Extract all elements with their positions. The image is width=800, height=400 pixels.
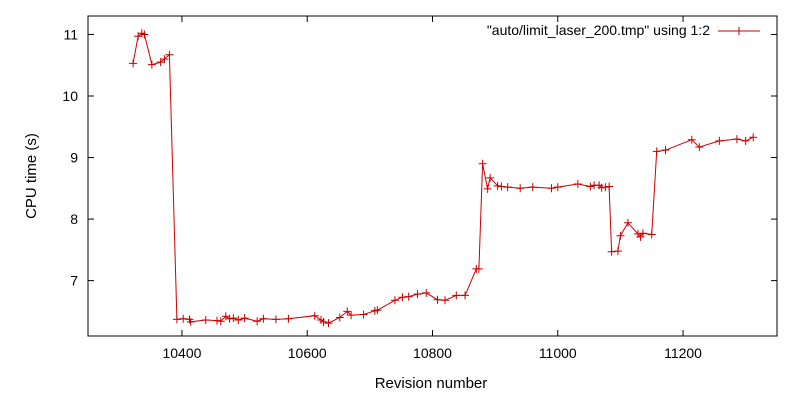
data-point — [741, 136, 750, 145]
data-point — [553, 183, 562, 192]
data-point — [229, 314, 238, 323]
legend: "auto/limit_laser_200.tmp" using 1:2 — [487, 22, 760, 38]
data-point — [319, 317, 328, 326]
data-point — [234, 316, 243, 324]
data-point — [597, 183, 606, 192]
data-point — [749, 133, 758, 142]
data-point — [483, 184, 492, 193]
data-point — [478, 159, 487, 168]
y-tick-label: 8 — [70, 211, 78, 227]
data-point — [715, 136, 724, 145]
data-point — [271, 315, 280, 324]
data-point — [284, 314, 293, 323]
data-point — [140, 30, 149, 39]
x-tick-label: 10400 — [162, 345, 201, 361]
data-point — [240, 314, 249, 323]
data-point — [613, 247, 622, 256]
data-point — [172, 315, 181, 324]
data-point — [586, 182, 595, 191]
data-point — [165, 50, 174, 59]
data-point — [493, 181, 502, 190]
data-point — [638, 229, 647, 238]
data-point — [607, 247, 616, 256]
data-point — [486, 173, 495, 182]
data-point — [413, 290, 422, 299]
y-tick-label: 9 — [70, 150, 78, 166]
data-point — [390, 296, 399, 305]
data-point — [623, 218, 632, 227]
data-point — [259, 314, 268, 323]
data-point — [225, 314, 234, 323]
x-tick-label: 10600 — [288, 345, 327, 361]
data-point — [573, 180, 582, 188]
data-point — [605, 182, 614, 191]
y-tick-label: 11 — [63, 26, 78, 42]
series-line — [132, 32, 754, 324]
y-tick-label: 7 — [70, 273, 78, 289]
data-point — [253, 317, 262, 326]
data-point — [404, 292, 413, 301]
data-point — [201, 316, 210, 324]
data-point — [160, 55, 169, 64]
data-point — [516, 184, 525, 193]
plot-frame — [87, 15, 778, 337]
data-point — [695, 143, 704, 152]
data-point — [422, 288, 431, 297]
data-point — [324, 319, 333, 328]
data-point — [474, 264, 483, 273]
data-point — [601, 183, 610, 192]
data-point — [547, 184, 556, 193]
data-point — [373, 306, 382, 315]
y-tick-label: 10 — [62, 88, 78, 104]
data-point — [343, 307, 352, 316]
x-axis-title: Revision number — [375, 375, 488, 392]
data-point — [213, 316, 222, 325]
data-point — [129, 59, 138, 68]
data-point — [186, 317, 195, 326]
data-point — [503, 183, 512, 192]
x-tick-label: 10800 — [413, 345, 452, 361]
data-point — [147, 60, 156, 69]
data-point — [310, 311, 319, 320]
data-point — [347, 311, 356, 320]
y-axis-title: CPU time (s) — [23, 133, 40, 219]
data-point — [335, 313, 344, 322]
data-point — [661, 146, 670, 155]
data-point — [216, 317, 225, 326]
series-layer — [129, 29, 758, 328]
data-point — [441, 296, 450, 305]
axis-ticks: 10400 10600 10800 11000 11200 7 8 9 10 11 — [62, 16, 777, 361]
data-point — [732, 135, 741, 144]
data-point — [452, 291, 461, 300]
data-point — [652, 147, 661, 156]
data-point — [461, 291, 470, 300]
data-point — [179, 314, 188, 323]
data-point — [616, 231, 625, 240]
data-point — [433, 295, 442, 304]
legend-label: "auto/limit_laser_200.tmp" using 1:2 — [487, 22, 710, 38]
x-tick-label: 11200 — [664, 345, 702, 361]
legend-marker — [735, 27, 743, 35]
data-point — [359, 310, 368, 319]
x-tick-label: 11000 — [539, 345, 577, 361]
data-point — [398, 293, 407, 302]
data-point — [528, 183, 537, 192]
data-point — [647, 230, 656, 239]
data-point — [687, 135, 696, 144]
data-point — [497, 182, 506, 191]
